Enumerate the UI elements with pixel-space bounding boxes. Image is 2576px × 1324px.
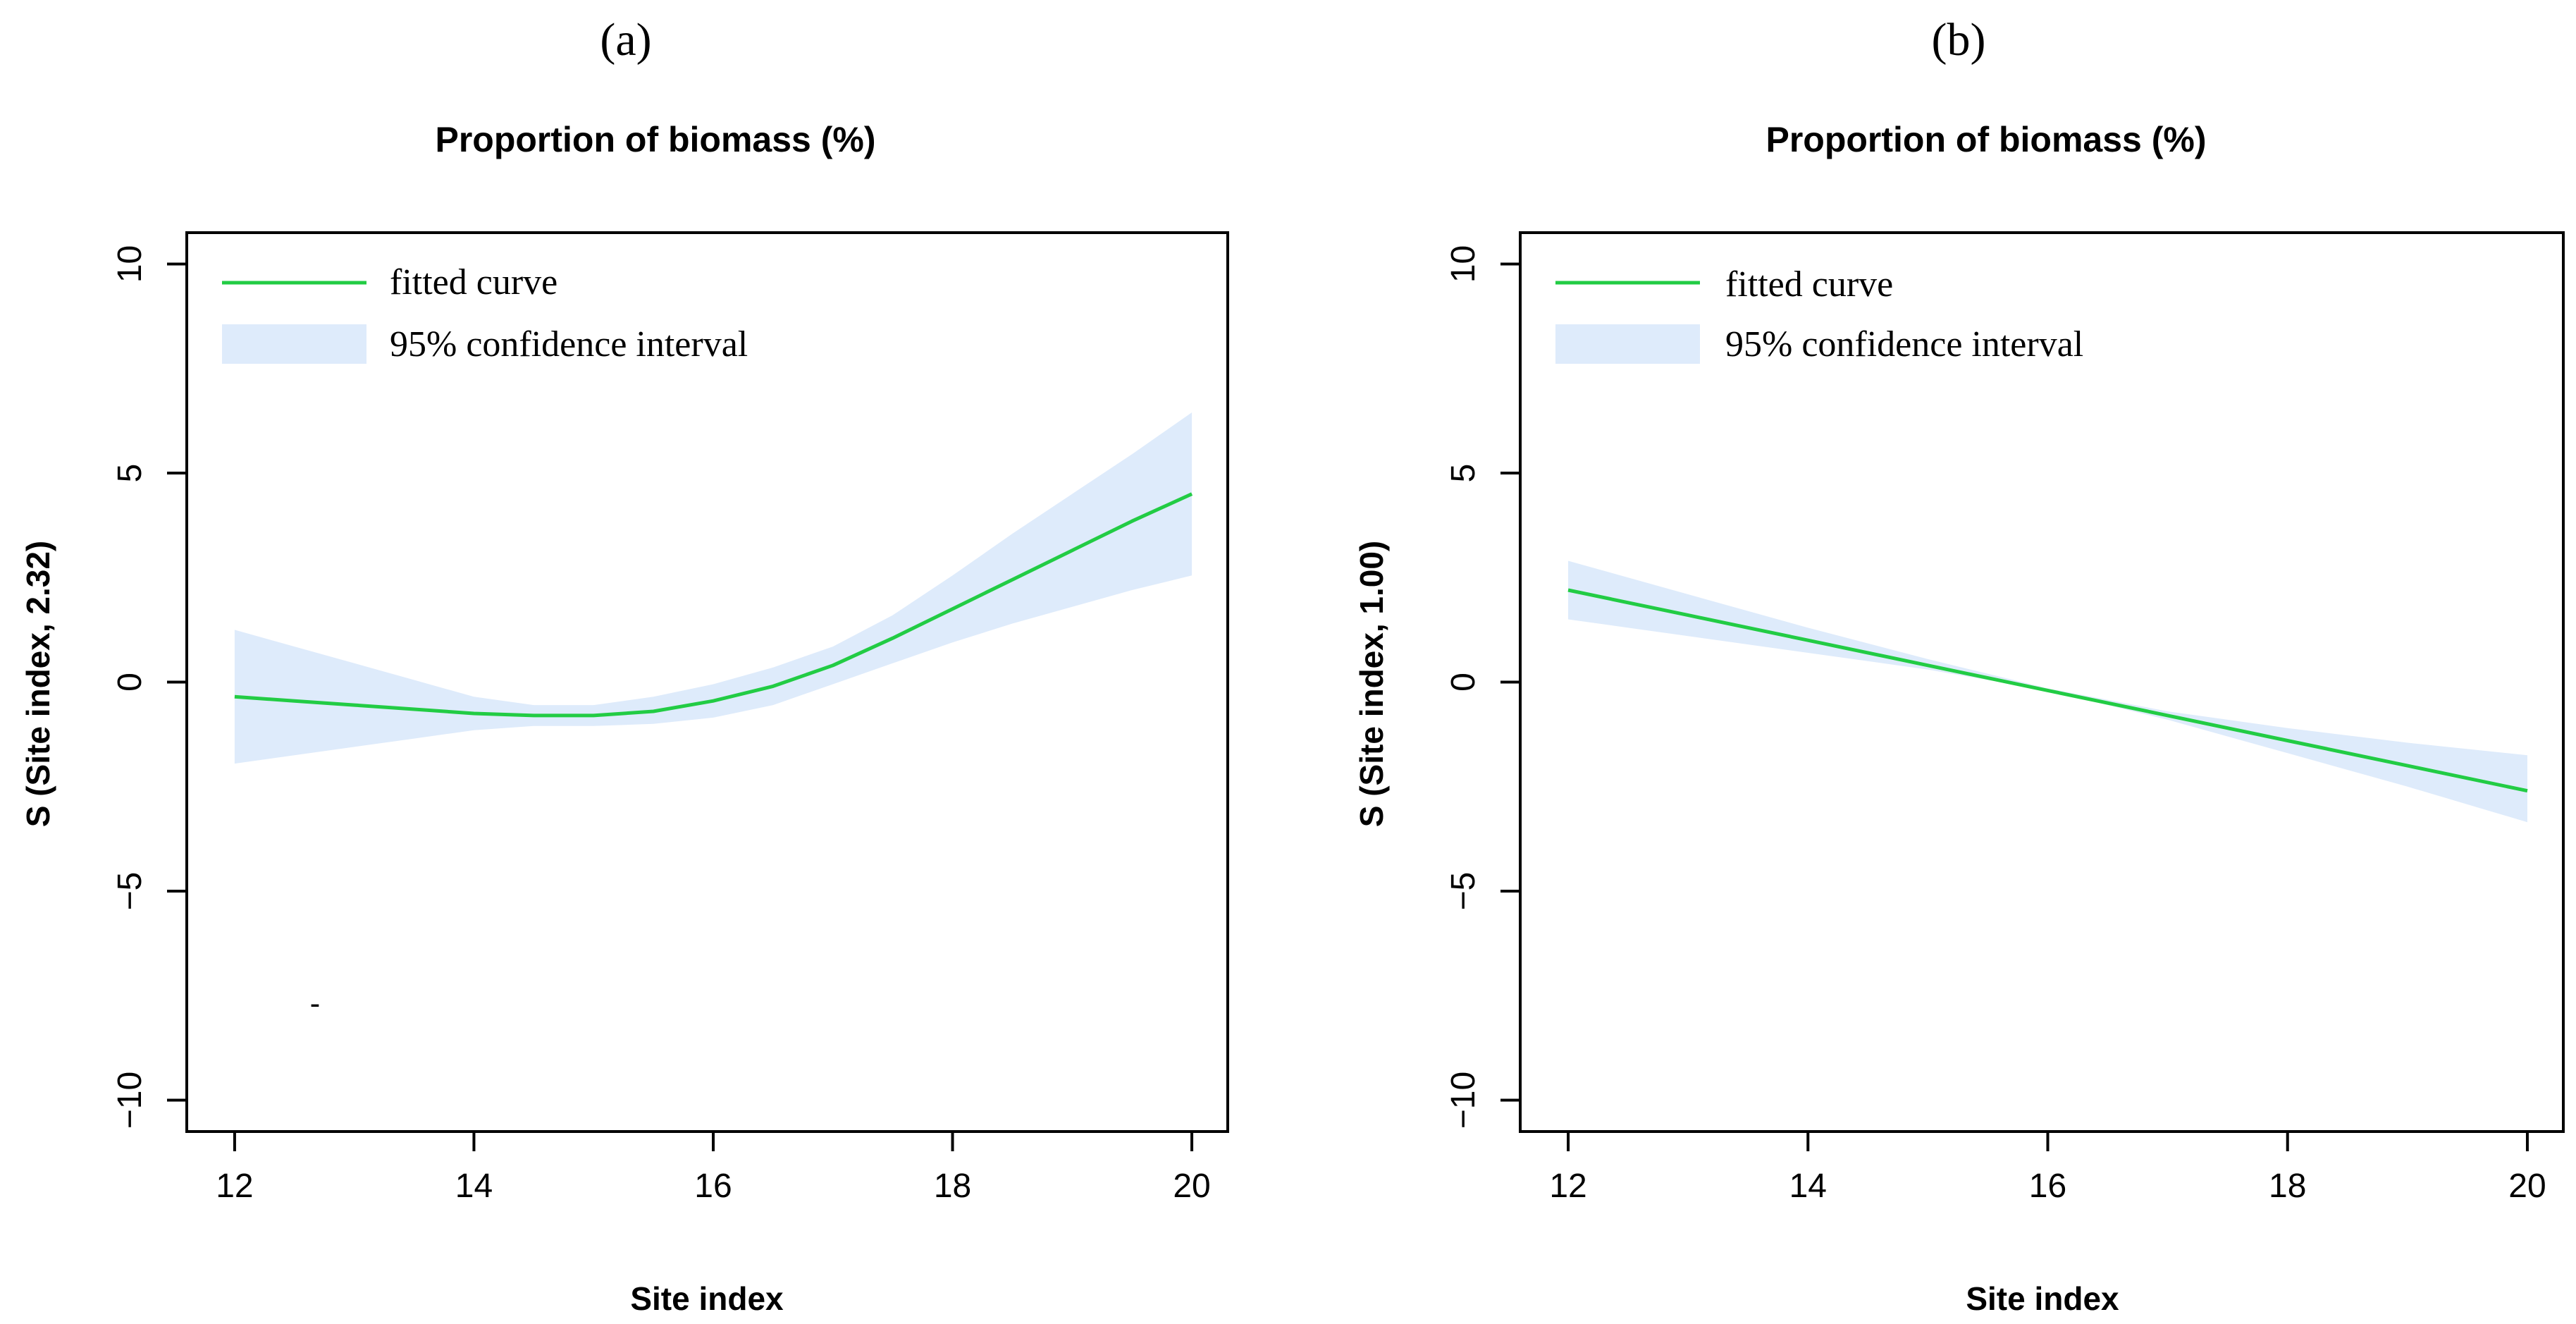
annotation-mark: - (310, 986, 321, 1021)
legend-label-fitted-curve: fitted curve (1725, 264, 1893, 305)
x-tick-label: 12 (216, 1167, 253, 1205)
legend-swatch-ci (1555, 324, 1700, 364)
panel-label: (b) (1932, 14, 1986, 66)
curve-layer (234, 492, 1193, 718)
y-tick-label: 0 (1445, 673, 1482, 692)
x-tick-label: 20 (2508, 1167, 2546, 1205)
x-tick-label: 16 (2029, 1167, 2066, 1205)
x-tick-label: 16 (694, 1167, 732, 1205)
plot-frame (1519, 231, 2565, 1133)
x-tick-label: 18 (934, 1167, 971, 1205)
x-axis-label: Site index (1966, 1280, 2119, 1317)
y-tick-label: −10 (111, 1072, 149, 1129)
fitted-curve-line (1567, 588, 2528, 793)
panel-label: (a) (600, 14, 651, 66)
ci-band-layer (234, 412, 1193, 764)
legend-label-ci: 95% confidence interval (390, 324, 748, 364)
fitted-curve-line (234, 492, 1193, 718)
y-tick-label: 10 (1445, 245, 1482, 283)
panel-b: (b) Proportion of biomass (%) S (Site in… (1353, 14, 2565, 1317)
legend-swatch-ci (222, 324, 366, 364)
chart-title: Proportion of biomass (%) (436, 120, 876, 159)
y-axis: −10 −5 0 5 10 (1445, 245, 1522, 1129)
panel-a: (a) Proportion of biomass (%) S (Site in… (20, 14, 1229, 1317)
legend-label-ci: 95% confidence interval (1725, 324, 2083, 364)
legend-label-fitted-curve: fitted curve (390, 262, 557, 302)
y-tick-label: 5 (111, 464, 149, 483)
x-tick-label: 14 (1789, 1167, 1827, 1205)
confidence-band (234, 412, 1193, 764)
y-axis-label: S (Site index, 1.00) (1353, 541, 1390, 827)
x-axis: 12 14 16 18 20 (216, 1130, 1211, 1205)
y-axis-label: S (Site index, 2.32) (20, 541, 56, 827)
x-axis: 12 14 16 18 20 (1549, 1130, 2546, 1205)
x-tick-label: 18 (2269, 1167, 2306, 1205)
y-tick-label: 5 (1445, 464, 1482, 483)
x-tick-label: 20 (1173, 1167, 1210, 1205)
legend: fitted curve 95% confidence interval (1555, 264, 2083, 364)
y-tick-label: 10 (111, 245, 149, 283)
y-tick-label: −10 (1445, 1072, 1482, 1129)
y-tick-label: −5 (111, 872, 149, 911)
legend: fitted curve 95% confidence interval (222, 262, 748, 364)
y-axis: −10 −5 0 5 10 (111, 245, 188, 1129)
curve-layer (1567, 588, 2528, 793)
chart-title: Proportion of biomass (%) (1766, 120, 2207, 159)
x-tick-label: 14 (455, 1167, 493, 1205)
y-tick-label: −5 (1445, 872, 1482, 911)
y-tick-label: 0 (111, 673, 149, 692)
x-tick-label: 12 (1549, 1167, 1586, 1205)
x-axis-label: Site index (630, 1280, 784, 1317)
